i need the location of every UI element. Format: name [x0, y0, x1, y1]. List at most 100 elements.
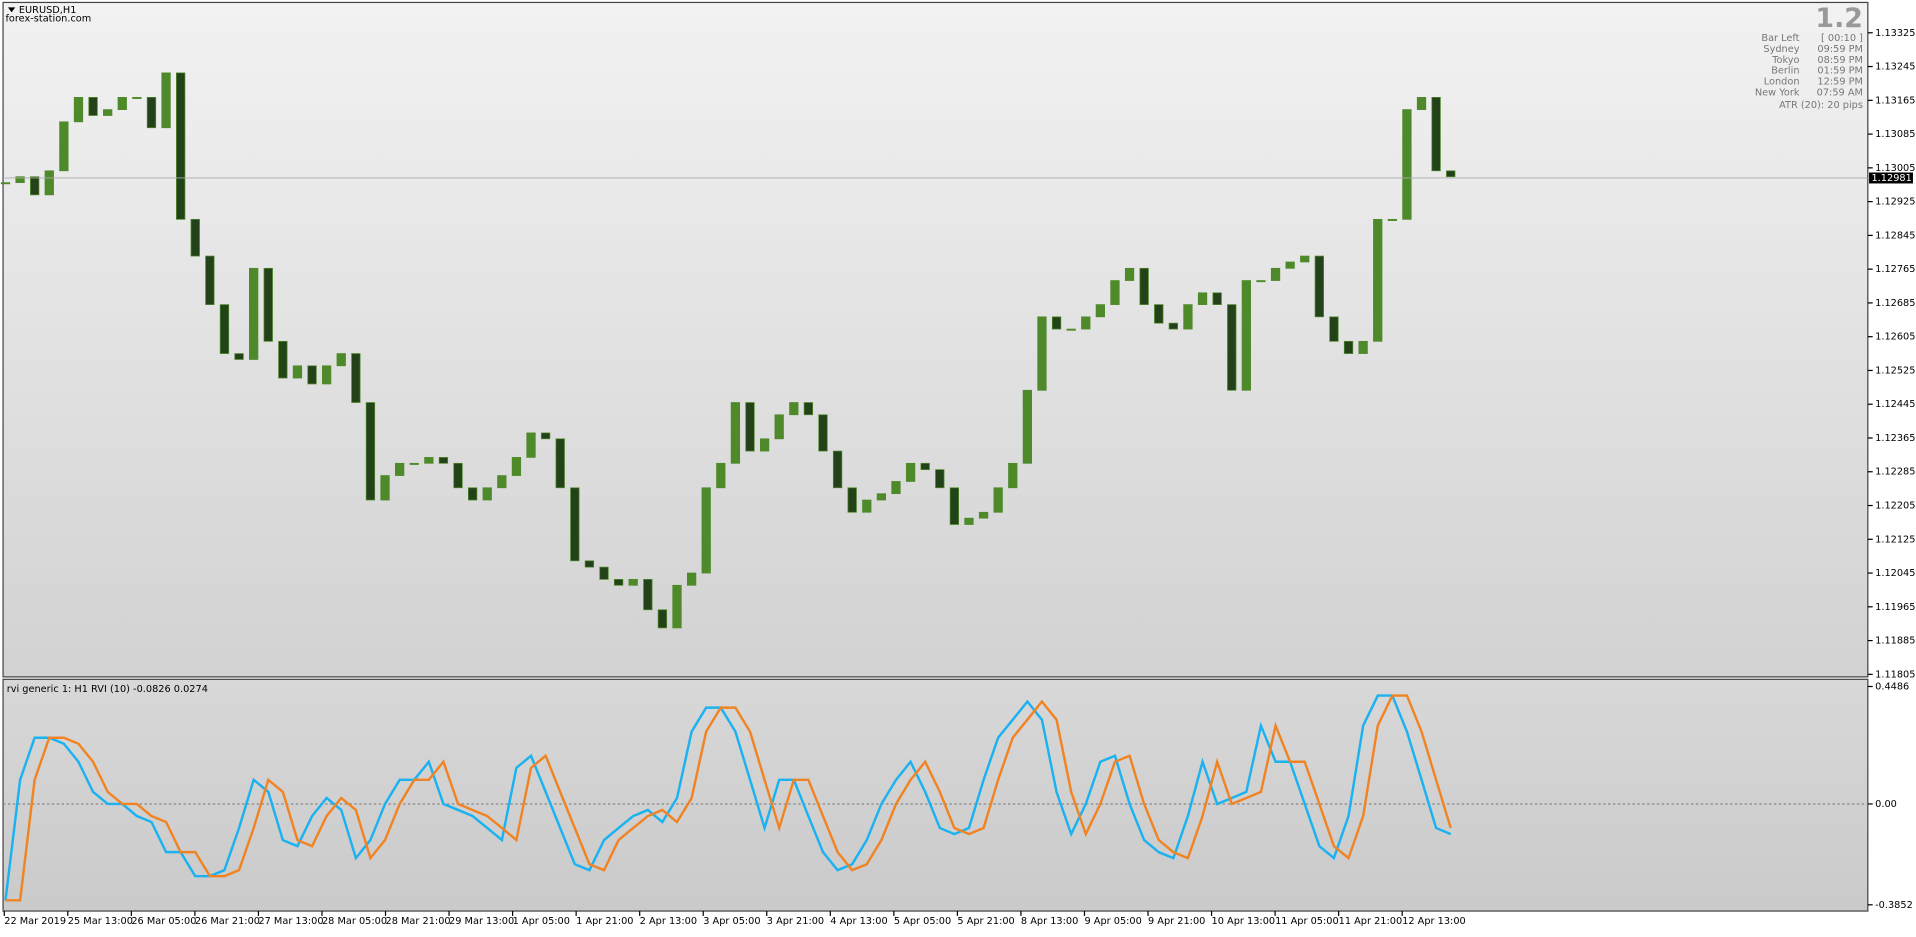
y-tick-label: 1.12445 — [1875, 399, 1915, 410]
candle — [832, 450, 843, 489]
candle — [599, 566, 609, 580]
candle — [789, 402, 799, 416]
x-tick-label: 28 Mar 21:00 — [386, 916, 451, 927]
info-key: Tokyo — [1771, 55, 1799, 66]
symbol-label: EURUSD,H1 — [19, 5, 77, 16]
x-tick-label: 11 Apr 05:00 — [1275, 916, 1339, 927]
y-tick-label: -0.3852 — [1875, 900, 1913, 911]
x-tick-label: 26 Mar 21:00 — [195, 916, 260, 927]
candle — [584, 560, 595, 568]
price-pane — [2, 1, 1869, 678]
candle — [1095, 304, 1105, 318]
candle — [44, 170, 54, 196]
candle — [1081, 316, 1091, 330]
candle — [570, 487, 580, 562]
candle — [511, 457, 522, 476]
x-tick-label: 26 Mar 05:00 — [131, 916, 196, 927]
x-tick-label: 9 Apr 05:00 — [1084, 916, 1141, 927]
current-price-label: 1.12981 — [1871, 173, 1911, 184]
info-value: 08:59 PM — [1817, 55, 1863, 66]
candle — [190, 218, 200, 257]
y-tick-label: 1.11885 — [1875, 636, 1915, 647]
candle — [935, 469, 945, 489]
candle — [30, 176, 40, 196]
candle — [1022, 389, 1033, 464]
x-tick-label: 10 Apr 13:00 — [1212, 916, 1276, 927]
y-tick-label: 1.13165 — [1875, 95, 1915, 106]
candle — [672, 584, 682, 629]
info-value: [ 00:10 ] — [1821, 33, 1863, 44]
info-value: 12:59 PM — [1817, 77, 1863, 88]
y-tick-label: 1.12205 — [1875, 501, 1915, 512]
candle — [920, 462, 930, 471]
candle — [1402, 109, 1412, 220]
dropdown-icon[interactable] — [7, 7, 16, 13]
candle — [657, 609, 668, 629]
candle — [132, 96, 142, 99]
candle — [1256, 280, 1266, 283]
candle — [15, 176, 25, 183]
candle — [453, 462, 463, 489]
x-tick-label: 27 Mar 13:00 — [258, 916, 323, 927]
candle — [278, 340, 288, 379]
candle — [1154, 304, 1164, 324]
info-key: Berlin — [1771, 66, 1799, 77]
candle — [613, 579, 624, 586]
y-tick-label: 1.11965 — [1875, 602, 1915, 613]
candle — [555, 438, 565, 489]
y-tick-label: 1.12685 — [1875, 298, 1915, 309]
x-tick-label: 5 Apr 05:00 — [894, 916, 951, 927]
x-tick-label: 1 Apr 21:00 — [576, 916, 633, 927]
candle — [1197, 292, 1208, 305]
x-tick-label: 2 Apr 13:00 — [640, 916, 697, 927]
candle — [351, 353, 361, 403]
info-big: 1.2 — [1815, 3, 1863, 34]
candle — [643, 579, 653, 611]
candle — [686, 572, 697, 586]
candle — [380, 475, 390, 501]
candle — [949, 487, 960, 525]
x-tick-label: 1 Apr 05:00 — [513, 916, 570, 927]
candle — [161, 72, 171, 129]
rvi-line — [4, 694, 1452, 901]
candle — [1124, 267, 1135, 281]
indicator-pane — [2, 678, 1869, 912]
candle — [774, 414, 784, 440]
candle — [745, 402, 755, 452]
candle — [876, 493, 887, 501]
rvi-line — [5, 694, 1452, 902]
candle — [219, 304, 230, 354]
candle — [891, 481, 901, 495]
y-tick-label: 1.12925 — [1875, 197, 1915, 208]
candle — [1416, 96, 1427, 110]
candle — [1066, 328, 1076, 331]
candle — [1343, 340, 1354, 354]
atr-label: ATR (20): 20 pips — [1779, 100, 1863, 111]
x-tick-label: 4 Apr 13:00 — [830, 916, 887, 927]
candle — [1431, 96, 1441, 172]
y-tick-label: 1.13245 — [1875, 62, 1915, 73]
y-tick-label: 1.12845 — [1875, 230, 1915, 241]
info-value: 09:59 PM — [1817, 44, 1863, 55]
info-key: New York — [1755, 88, 1800, 99]
candle — [1183, 304, 1193, 330]
candle — [249, 267, 259, 360]
candle — [292, 365, 303, 379]
candle — [818, 414, 828, 452]
candle — [59, 121, 69, 172]
y-tick-label: 1.13085 — [1875, 129, 1915, 140]
y-tick-label: 1.12605 — [1875, 332, 1915, 343]
candle — [117, 96, 127, 110]
candle — [1270, 267, 1281, 281]
candle — [1037, 316, 1047, 391]
candle — [103, 109, 113, 116]
candle — [701, 487, 711, 574]
candle — [1387, 218, 1397, 221]
candle — [1358, 340, 1368, 354]
y-tick-label: 1.12285 — [1875, 467, 1915, 478]
candle — [234, 353, 244, 360]
candle — [526, 432, 536, 458]
candle — [1168, 322, 1178, 330]
